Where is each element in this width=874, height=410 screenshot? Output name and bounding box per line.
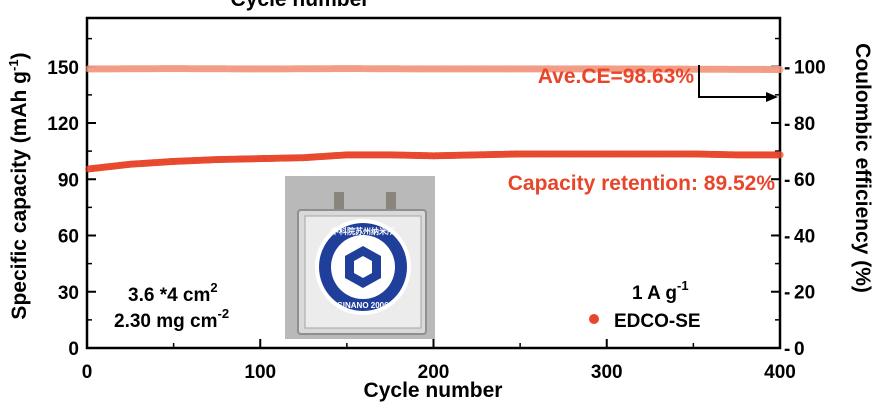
data-layer	[85, 65, 784, 173]
logo-bottom-text: SINANO 2006	[337, 301, 389, 310]
cell-size-text: 3.6 *4 cm	[128, 285, 210, 306]
y-right-tick-dash: -	[784, 226, 790, 247]
series-capacity	[85, 150, 784, 173]
ave-ce-annotation: Ave.CE=98.63%	[538, 65, 695, 88]
y-right-tick-value: 0	[794, 339, 805, 360]
logo-top-text: 中科院苏州纳米所	[331, 226, 395, 236]
tab-left	[334, 192, 344, 216]
x-tick-label: 200	[418, 362, 450, 383]
logo-emblem-icon	[345, 246, 381, 288]
current-sup: -1	[677, 278, 689, 293]
y-right-tick-value: 20	[794, 283, 815, 304]
series-coulombic-efficiency	[85, 65, 784, 73]
x-tick-label: 400	[764, 362, 796, 383]
y-left-tick-label: 30	[58, 283, 79, 304]
y-right-tick-dash: -	[784, 283, 790, 304]
data-point	[776, 151, 784, 159]
loading-text: 2.30 mg cm	[114, 311, 218, 332]
x-tick-label: 300	[591, 362, 623, 383]
cell-size-annotation: 3.6 *4 cm2	[128, 280, 218, 306]
current-text: 1 A g	[632, 283, 677, 304]
x-tick-label: 0	[82, 362, 93, 383]
y-right-tick-value: 40	[794, 226, 815, 247]
pouch-cell-photo: 中科院苏州纳米所 SINANO 2006	[285, 176, 435, 339]
y-right-tick-label: -80	[784, 114, 815, 135]
y-right-tick-dash: -	[784, 58, 790, 79]
x-tick-label: 100	[244, 362, 276, 383]
y-right-tick-dash: -	[784, 114, 790, 135]
y-right-tick-dash: -	[784, 170, 790, 191]
y-left-tick-label: 90	[58, 170, 79, 191]
y-left-title-sup: -1	[6, 59, 21, 71]
loading-annotation: 2.30 mg cm-2	[114, 306, 229, 332]
current-annotation: 1 A g-1	[632, 278, 689, 304]
y-left-title-text: Specific capacity (mAh g	[8, 71, 31, 320]
y-left-title-close: )	[8, 52, 31, 59]
y-right-tick-dash: -	[784, 339, 790, 360]
cell-size-sup: 2	[210, 280, 217, 295]
y-right-tick-value: 60	[794, 170, 815, 191]
y-right-tick-label: -0	[784, 339, 805, 360]
y-right-tick-label: -60	[784, 170, 815, 191]
y-left-axis-title: Specific capacity (mAh g-1)	[6, 52, 31, 319]
y-left-tick-label: 120	[47, 114, 79, 135]
legend-marker	[589, 314, 599, 324]
y-right-tick-label: -40	[784, 226, 815, 247]
ave-ce-arrowhead-icon	[766, 92, 778, 102]
logo-circle-inner	[331, 235, 395, 299]
y-right-tick-value: 100	[794, 58, 826, 79]
x-axis-title: Cycle number	[364, 379, 503, 402]
data-point	[776, 65, 784, 73]
ave-ce-arrow-line	[698, 65, 770, 98]
y-right-tick-label: -100	[784, 58, 826, 79]
legend-label: EDCO-SE	[614, 311, 701, 332]
loading-sup: -2	[218, 306, 230, 321]
y-right-axis-title: Coulombic efficiency (%)	[851, 43, 874, 293]
y-right-tick-value: 80	[794, 114, 815, 135]
y-left-tick-label: 0	[68, 339, 79, 360]
tab-right	[386, 192, 396, 216]
y-right-tick-label: -20	[784, 283, 815, 304]
y-left-tick-label: 150	[47, 58, 79, 79]
retention-annotation: Capacity retention: 89.52%	[508, 172, 776, 195]
y-left-tick-label: 60	[58, 227, 79, 248]
top-cut-text: Cycle number	[231, 0, 370, 11]
